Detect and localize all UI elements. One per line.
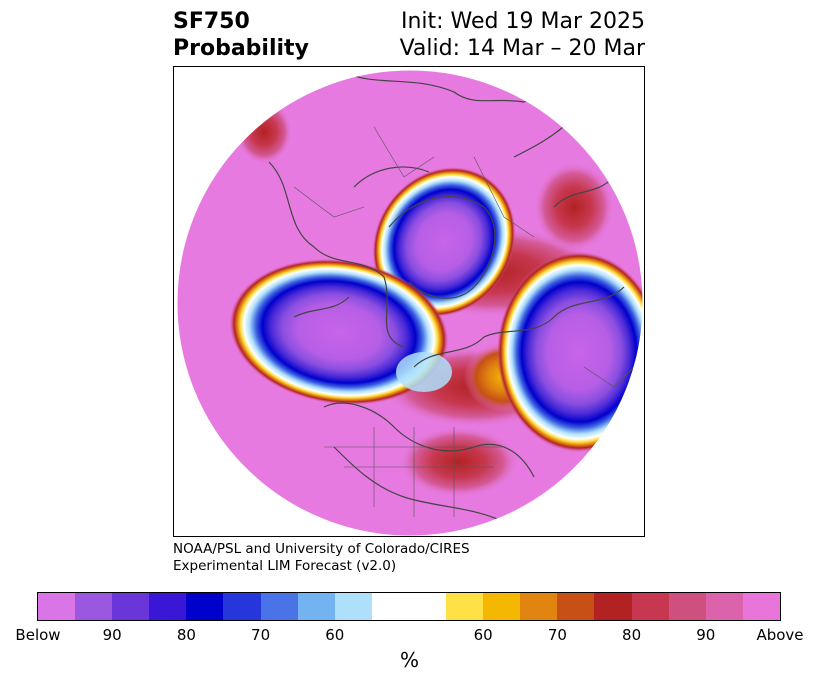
- credit-text: NOAA/PSL and University of Colorado/CIRE…: [173, 541, 470, 575]
- colorbar-segment: [668, 593, 706, 620]
- colorbar-segment: [38, 593, 76, 620]
- colorbar-tick-label: Above: [756, 626, 804, 644]
- colorbar-segment: [631, 593, 669, 620]
- credit-line-2: Experimental LIM Forecast (v2.0): [173, 558, 397, 574]
- colorbar-segment: [705, 593, 743, 620]
- colorbar-segment: [223, 593, 261, 620]
- colorbar-tick-label: Below: [15, 626, 61, 644]
- credit-line-1: NOAA/PSL and University of Colorado/CIRE…: [173, 541, 470, 557]
- colorbar-segment: [260, 593, 298, 620]
- colorbar-tick-label: 80: [622, 626, 642, 644]
- colorbar-segment: [75, 593, 113, 620]
- warm-anomaly-usa: [399, 427, 519, 497]
- colorbar-tick-label: 90: [696, 626, 716, 644]
- political-borders: [293, 126, 635, 517]
- colorbar: [37, 592, 781, 621]
- warm-anomaly-europe: [534, 162, 614, 252]
- colorbar-tick-label: 70: [251, 626, 271, 644]
- colorbar-unit: %: [399, 648, 419, 672]
- colorbar-segment: [371, 593, 447, 620]
- colorbar-segment: [594, 593, 632, 620]
- cold-anomaly-arctic: [396, 352, 452, 392]
- map-disc-edge: [176, 69, 644, 536]
- colorbar-segment: [557, 593, 595, 620]
- chart-title: SF750 Probability: [173, 8, 309, 62]
- colorbar-segment: [520, 593, 558, 620]
- colorbar-segment: [483, 593, 521, 620]
- colorbar-tick-label: 80: [176, 626, 196, 644]
- colorbar-segment: [112, 593, 150, 620]
- colorbar-segment: [446, 593, 484, 620]
- colorbar-tick-label: 70: [547, 626, 567, 644]
- map-panel: [173, 66, 645, 537]
- warm-anomaly-northwest: [236, 100, 292, 164]
- title-metric: Probability: [173, 36, 309, 61]
- cold-anomaly-pacific: [229, 259, 449, 405]
- valid-range: Valid: 14 Mar – 20 Mar: [399, 36, 645, 61]
- init-date: Init: Wed 19 Mar 2025: [400, 9, 645, 34]
- cold-anomaly-northamerica: [497, 252, 643, 452]
- colorbar-segment: [149, 593, 187, 620]
- colorbar-segment: [297, 593, 335, 620]
- probability-map: [176, 69, 644, 536]
- colorbar-tick-label: 60: [325, 626, 345, 644]
- colorbar-ticks: Below 90 80 70 60 60 70 80 90 Above: [0, 626, 819, 646]
- title-variable: SF750: [173, 9, 250, 34]
- colorbar-segment: [186, 593, 224, 620]
- colorbar-segment: [334, 593, 372, 620]
- colorbar-tick-label: 60: [473, 626, 493, 644]
- colorbar-tick-label: 90: [102, 626, 122, 644]
- forecast-dates: Init: Wed 19 Mar 2025 Valid: 14 Mar – 20…: [400, 8, 645, 62]
- colorbar-segment: [742, 593, 780, 620]
